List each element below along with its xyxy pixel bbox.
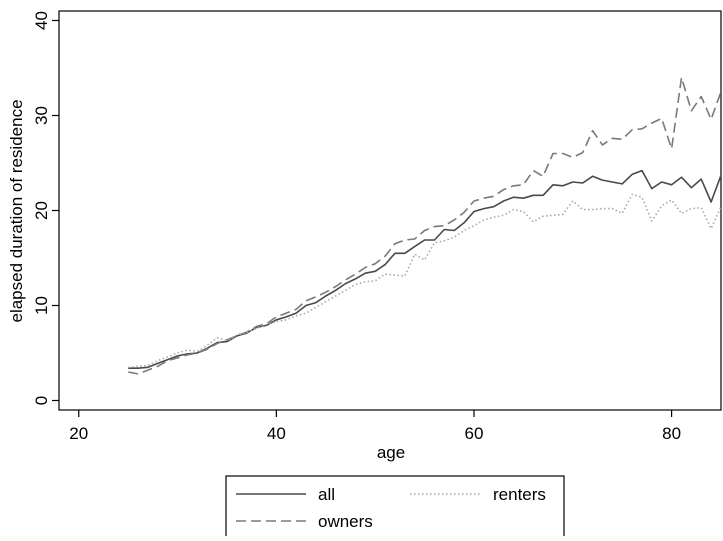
legend-label-owners: owners <box>318 512 373 531</box>
x-tick-label: 40 <box>267 424 286 443</box>
x-axis: 20 40 60 80 <box>69 410 681 443</box>
series-layer <box>128 76 722 375</box>
legend-label-renters: renters <box>493 485 546 504</box>
y-tick-label: 10 <box>32 296 51 315</box>
y-axis-title: elapsed duration of residence <box>7 99 26 322</box>
y-tick-label: 30 <box>32 106 51 125</box>
x-axis-title: age <box>377 443 405 462</box>
y-tick-label: 40 <box>32 11 51 30</box>
x-tick-label: 60 <box>465 424 484 443</box>
legend-label-all: all <box>318 485 335 504</box>
series-line-owners <box>128 76 722 375</box>
y-axis: 0 10 20 30 40 <box>32 11 59 405</box>
series-line-all <box>128 169 722 370</box>
x-tick-label: 20 <box>69 424 88 443</box>
legend: all renters owners <box>225 475 565 539</box>
plot-frame <box>58 10 722 411</box>
y-tick-label: 0 <box>32 396 51 405</box>
legend-box <box>225 475 565 539</box>
y-tick-label: 20 <box>32 201 51 220</box>
series-line-renters <box>128 193 722 369</box>
x-tick-label: 80 <box>662 424 681 443</box>
